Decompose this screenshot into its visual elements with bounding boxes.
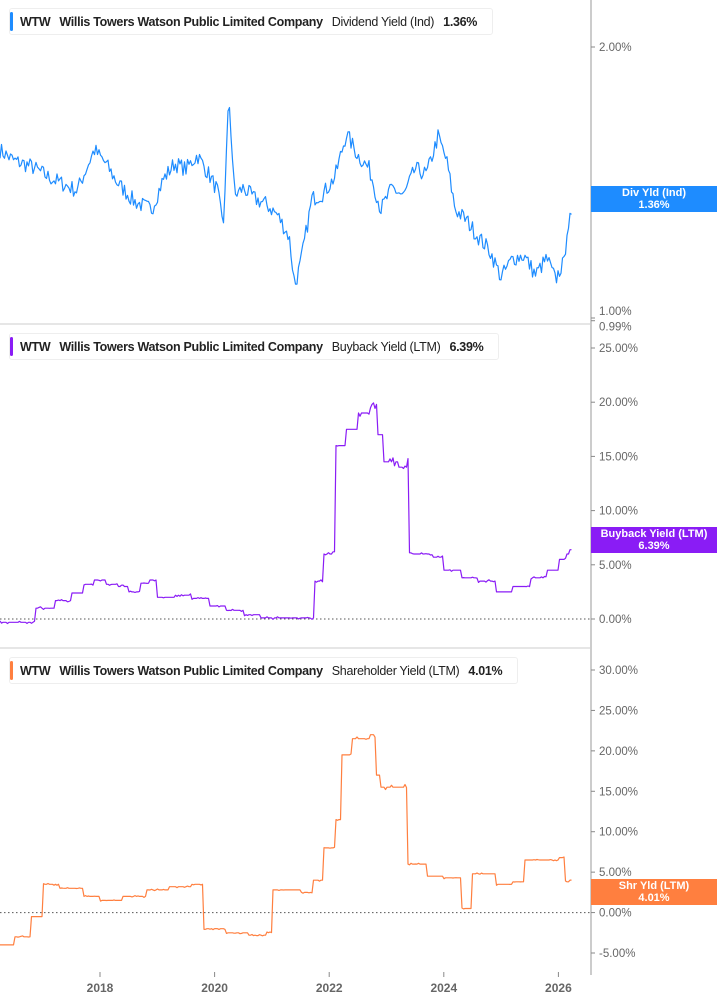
legend-metric: Shareholder Yield (LTM) bbox=[331, 663, 460, 678]
legend-value: 1.36% bbox=[443, 14, 478, 29]
legend-value: 6.39% bbox=[449, 339, 484, 354]
tag-value: 4.01% bbox=[638, 892, 670, 904]
tag-label: Div Yld (Ind) bbox=[622, 187, 686, 199]
x-tick-label: 2020 bbox=[201, 981, 228, 995]
legend-value: 4.01% bbox=[468, 663, 503, 678]
y-tick-label: 1.00% bbox=[599, 306, 632, 318]
legend-dividend-yield: WTW Willis Towers Watson Public Limited C… bbox=[9, 8, 494, 35]
tag-value: 6.39% bbox=[638, 540, 670, 552]
tag-value: 1.36% bbox=[638, 199, 670, 211]
y-tick-label: 20.00% bbox=[599, 746, 638, 758]
y-tick-label: 0.99% bbox=[599, 322, 632, 334]
y-tick-label: 10.00% bbox=[599, 506, 638, 518]
y-tick-label: 2.00% bbox=[599, 42, 632, 54]
y-tick-label: 20.00% bbox=[599, 397, 638, 409]
tag-label: Shr Yld (LTM) bbox=[618, 880, 690, 892]
y-tick-label: 0.00% bbox=[599, 614, 632, 626]
y-tick-label: 0.00% bbox=[599, 908, 632, 920]
last-value-tag-shareholder: Shr Yld (LTM) 4.01% bbox=[591, 879, 717, 905]
y-tick-label: -5.00% bbox=[599, 948, 635, 960]
legend-company: Willis Towers Watson Public Limited Comp… bbox=[59, 14, 323, 29]
legend-metric: Buyback Yield (LTM) bbox=[331, 339, 441, 354]
legend-ticker: WTW bbox=[20, 14, 51, 29]
tag-label: Buyback Yield (LTM) bbox=[600, 528, 708, 540]
series-line-1 bbox=[0, 402, 572, 625]
legend-company: Willis Towers Watson Public Limited Comp… bbox=[59, 339, 323, 354]
y-tick-label: 15.00% bbox=[599, 451, 638, 463]
y-tick-label: 25.00% bbox=[599, 343, 638, 355]
legend-shareholder-yield: WTW Willis Towers Watson Public Limited C… bbox=[9, 657, 519, 684]
last-value-tag-buyback: Buyback Yield (LTM) 6.39% bbox=[591, 527, 717, 553]
y-tick-label: 5.00% bbox=[599, 560, 632, 572]
y-tick-label: 25.00% bbox=[599, 705, 638, 717]
y-tick-label: 5.00% bbox=[599, 867, 632, 879]
legend-ticker: WTW bbox=[20, 339, 51, 354]
last-value-tag-dividend: Div Yld (Ind) 1.36% bbox=[591, 186, 717, 212]
series-line-0 bbox=[0, 106, 572, 285]
series-line-2 bbox=[0, 734, 572, 946]
x-tick-label: 2026 bbox=[545, 981, 572, 995]
x-tick-label: 2018 bbox=[87, 981, 114, 995]
x-tick-label: 2024 bbox=[430, 981, 457, 995]
legend-metric: Dividend Yield (Ind) bbox=[331, 14, 435, 29]
y-tick-label: 30.00% bbox=[599, 665, 638, 677]
legend-ticker: WTW bbox=[20, 663, 51, 678]
legend-buyback-yield: WTW Willis Towers Watson Public Limited C… bbox=[9, 333, 500, 360]
y-tick-label: 15.00% bbox=[599, 786, 638, 798]
x-tick-label: 2022 bbox=[316, 981, 343, 995]
legend-company: Willis Towers Watson Public Limited Comp… bbox=[59, 663, 323, 678]
y-tick-label: 10.00% bbox=[599, 827, 638, 839]
